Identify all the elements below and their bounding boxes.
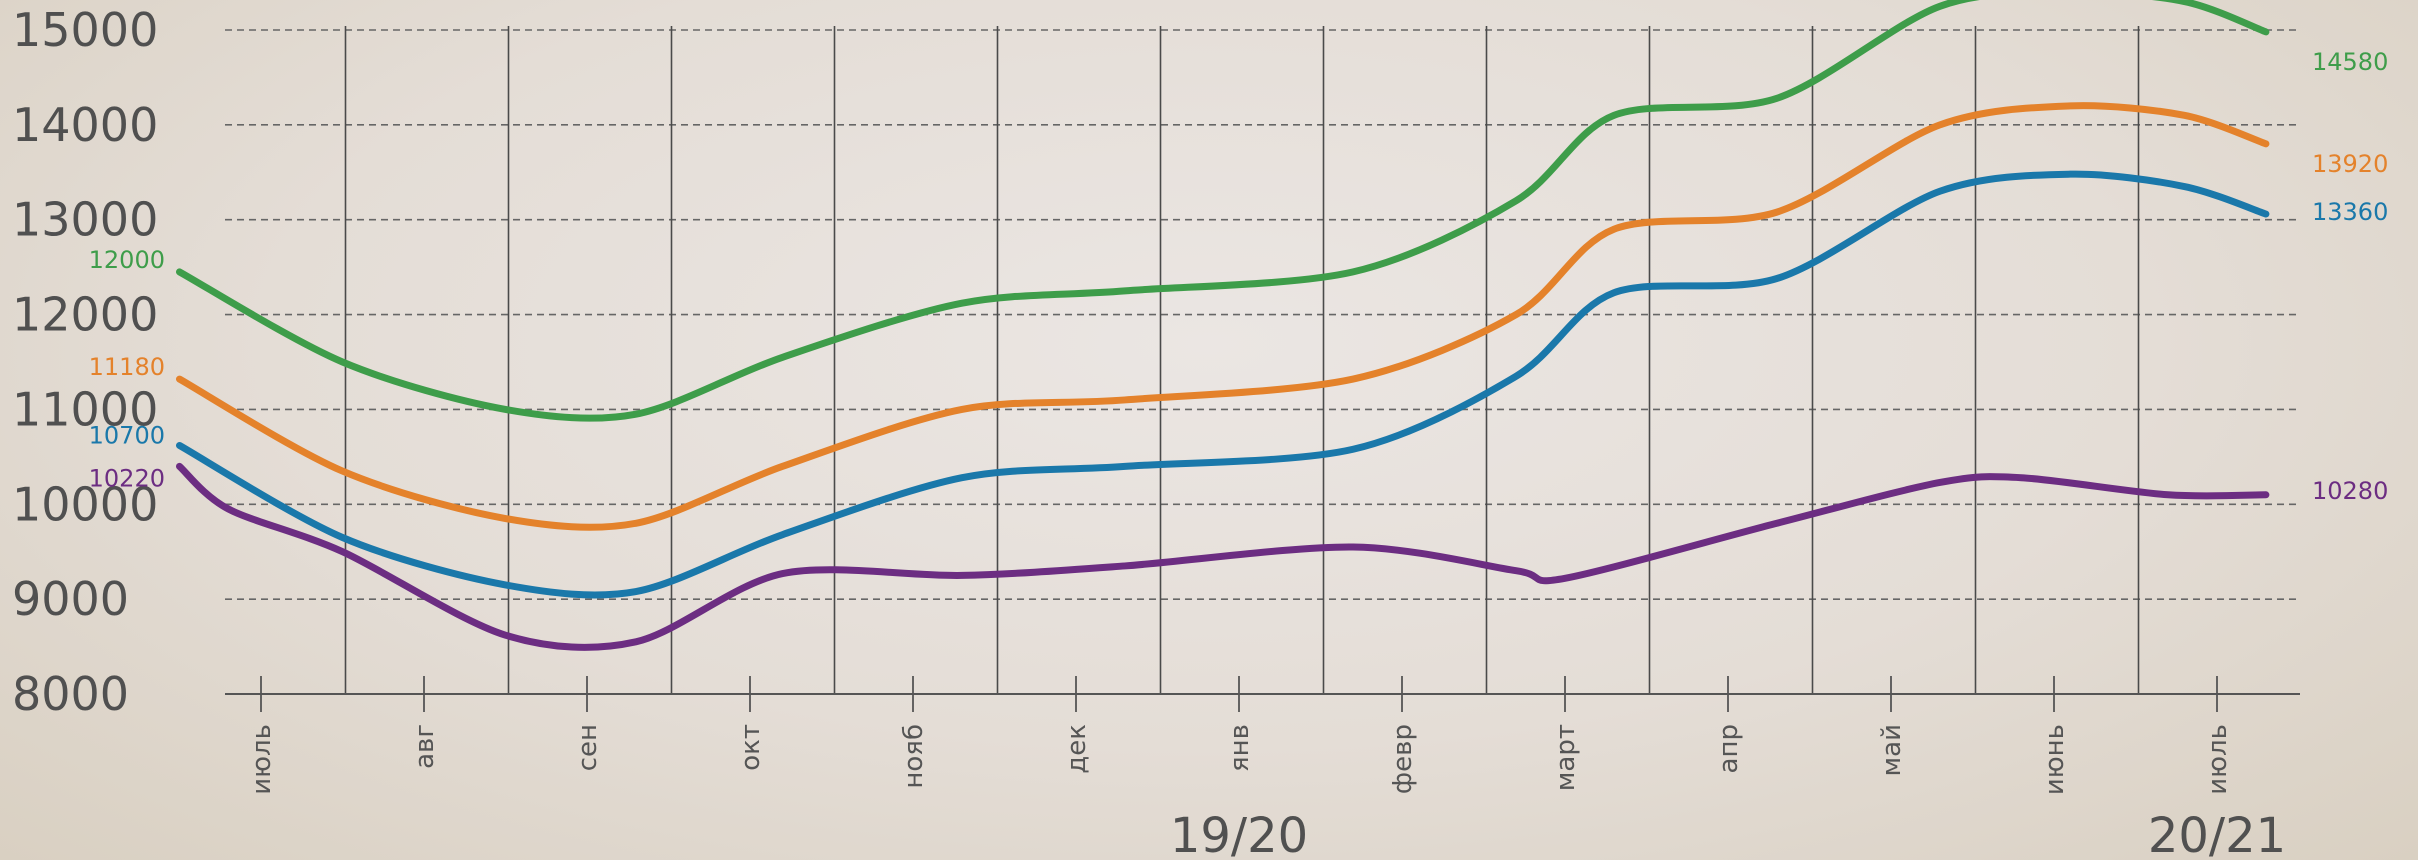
x-tick-label: июль: [247, 724, 277, 795]
series-end-label: 10280: [2312, 477, 2388, 505]
x-tick-label: июль: [2203, 724, 2233, 795]
axes: [225, 676, 2300, 712]
series-lines: [176, 0, 2270, 651]
series-start-label: 10700: [89, 421, 165, 449]
series-end-label: 14580: [2312, 48, 2388, 76]
series-end-label: 13360: [2312, 198, 2388, 226]
labels: 80009000100001100012000130001400015000ию…: [12, 3, 2388, 860]
season-label: 20/21: [2148, 808, 2286, 860]
x-tick-label: апр: [1714, 724, 1744, 773]
x-tick-label: май: [1877, 724, 1907, 776]
x-tick-label: авг: [410, 724, 440, 769]
x-tick-label: март: [1551, 724, 1581, 791]
y-tick-label: 9000: [12, 572, 129, 626]
season-label: 19/20: [1170, 808, 1308, 860]
series-start-label: 11180: [89, 353, 165, 381]
series-start-label: 10220: [89, 464, 165, 492]
x-tick-label: янв: [1225, 724, 1255, 772]
y-tick-label: 11000: [12, 382, 158, 436]
grid: [225, 26, 2300, 694]
y-tick-label: 12000: [12, 288, 158, 342]
y-tick-label: 15000: [12, 3, 158, 57]
y-tick-label: 14000: [12, 98, 158, 152]
series-line: [176, 102, 2270, 531]
y-tick-label: 10000: [12, 477, 158, 531]
series-line: [176, 462, 2270, 651]
y-tick-label: 8000: [12, 667, 129, 721]
x-tick-label: февр: [1388, 724, 1418, 794]
x-tick-label: нояб: [899, 724, 929, 789]
x-tick-label: сен: [573, 724, 603, 771]
series-end-label: 13920: [2312, 150, 2388, 178]
series-line: [176, 0, 2270, 422]
y-tick-label: 13000: [12, 193, 158, 247]
series-line: [176, 170, 2270, 599]
series-start-label: 12000: [89, 246, 165, 274]
x-tick-label: окт: [736, 724, 766, 771]
x-tick-label: июнь: [2040, 724, 2070, 795]
x-tick-label: дек: [1062, 724, 1092, 774]
